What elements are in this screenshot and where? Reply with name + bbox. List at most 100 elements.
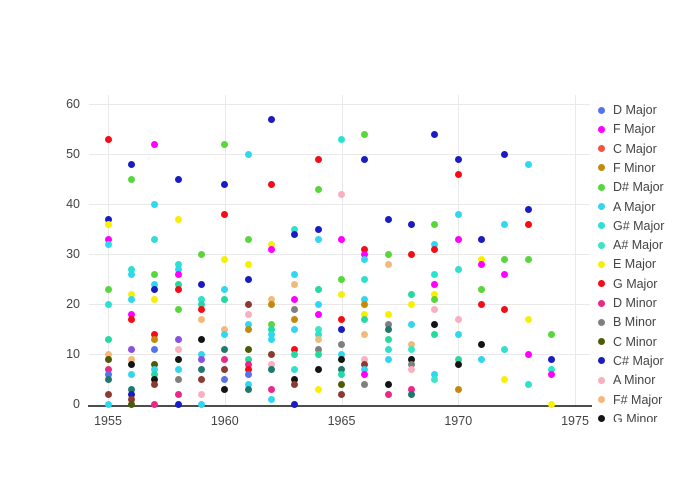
- legend-item-d-minor[interactable]: D Minor: [592, 294, 657, 312]
- legend-item-e-major[interactable]: E Major: [592, 255, 656, 273]
- scatter-point: [291, 380, 299, 388]
- scatter-point: [384, 380, 392, 388]
- scatter-point: [548, 365, 556, 373]
- scatter-point: [361, 255, 369, 263]
- scatter-point: [291, 325, 299, 333]
- legend-item-f-minor[interactable]: F Minor: [592, 159, 655, 177]
- scatter-point: [478, 355, 486, 363]
- legend-marker-icon: [598, 396, 605, 403]
- scatter-point: [244, 365, 252, 373]
- scatter-point: [384, 325, 392, 333]
- scatter-point: [314, 365, 322, 373]
- scatter-point: [127, 175, 135, 183]
- scatter-point: [454, 155, 462, 163]
- legend-label: F# Major: [613, 392, 663, 407]
- legend-item-f-major[interactable]: F# Major: [592, 391, 662, 409]
- scatter-point: [104, 335, 112, 343]
- legend-item-c-minor[interactable]: C Minor: [592, 333, 657, 351]
- scatter-point: [338, 275, 345, 283]
- scatter-point: [197, 295, 205, 303]
- scatter-point: [478, 255, 486, 263]
- scatter-point: [361, 275, 369, 283]
- scatter-point: [221, 385, 229, 393]
- y-tick-label-0: 0: [73, 397, 80, 411]
- scatter-point: [174, 305, 182, 313]
- scatter-point: [361, 360, 369, 368]
- legend-item-a-major[interactable]: A# Major: [592, 236, 663, 254]
- scatter-point: [338, 390, 345, 398]
- legend-item-g-major[interactable]: G Major: [592, 275, 657, 293]
- scatter-point: [361, 370, 369, 378]
- scatter-point: [314, 335, 322, 343]
- scatter-point: [104, 135, 112, 143]
- scatter-point: [104, 285, 112, 293]
- scatter-point: [174, 345, 182, 353]
- scatter-point: [338, 135, 345, 143]
- scatter-point: [408, 300, 416, 308]
- scatter-point: [361, 365, 369, 373]
- legend-item-g-minor[interactable]: G Minor: [592, 410, 657, 422]
- scatter-point: [151, 270, 159, 278]
- legend-item-a-major[interactable]: A Major: [592, 198, 655, 216]
- scatter-point: [221, 330, 229, 338]
- gridline-y-30: [89, 254, 590, 255]
- scatter-point: [431, 240, 439, 248]
- legend-label: G# Major: [613, 218, 665, 233]
- legend-item-a-minor[interactable]: A Minor: [592, 371, 655, 389]
- scatter-point: [454, 330, 462, 338]
- legend-label: B Minor: [613, 315, 657, 330]
- scatter-point: [384, 355, 392, 363]
- legend-item-d-major[interactable]: D Major: [592, 101, 657, 119]
- scatter-point: [291, 345, 299, 353]
- legend-item-d-major[interactable]: D# Major: [592, 178, 664, 196]
- scatter-point: [454, 265, 462, 273]
- scatter-point: [291, 280, 299, 288]
- scatter-point: [267, 360, 275, 368]
- scatter-point: [501, 255, 509, 263]
- scatter-point: [408, 250, 416, 258]
- legend-marker-icon: [598, 222, 605, 230]
- legend-label: A Minor: [613, 373, 656, 388]
- scatter-point: [244, 260, 252, 268]
- scatter-point: [104, 350, 112, 358]
- scatter-point: [314, 185, 322, 193]
- scatter-point: [361, 250, 369, 258]
- gridline-y-60: [89, 104, 590, 105]
- scatter-point: [197, 400, 205, 408]
- scatter-point: [127, 290, 135, 298]
- scatter-point: [361, 295, 369, 303]
- legend-item-c-major[interactable]: C Major: [592, 140, 657, 158]
- scatter-point: [221, 180, 229, 188]
- scatter-point: [338, 290, 345, 298]
- legend-marker-icon: [598, 183, 605, 191]
- legend-item-f-major[interactable]: F Major: [592, 120, 655, 138]
- scatter-point: [244, 370, 252, 378]
- scatter-point: [431, 270, 439, 278]
- scatter-point: [454, 210, 462, 218]
- legend-item-b-minor[interactable]: B Minor: [592, 313, 656, 331]
- scatter-point: [454, 360, 462, 368]
- legend-item-g-major[interactable]: G# Major: [592, 217, 664, 235]
- scatter-point: [174, 375, 182, 383]
- gridline-x-1960: [225, 95, 226, 405]
- scatter-point: [478, 285, 486, 293]
- scatter-point: [454, 355, 462, 363]
- scatter-point: [267, 335, 275, 343]
- scatter-point: [408, 320, 416, 328]
- gridline-y-40: [89, 204, 590, 205]
- scatter-point: [127, 265, 135, 273]
- gridline-x-1975: [575, 95, 576, 405]
- scatter-point: [244, 380, 252, 388]
- scatter-point: [524, 255, 532, 263]
- scatter-point: [524, 160, 532, 168]
- legend-label: D Minor: [613, 296, 657, 310]
- scatter-point: [524, 350, 532, 358]
- scatter-point: [314, 345, 322, 353]
- scatter-point: [244, 235, 252, 243]
- legend-item-c-major[interactable]: C# Major: [592, 352, 664, 370]
- scatter-point: [291, 350, 299, 358]
- scatter-point: [244, 150, 252, 158]
- scatter-point: [361, 245, 369, 253]
- scatter-point: [314, 235, 322, 243]
- scatter-point: [127, 160, 135, 168]
